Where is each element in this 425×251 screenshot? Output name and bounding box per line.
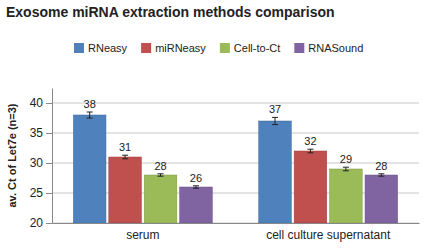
- error-bar: [158, 174, 164, 176]
- x-axis-line: [53, 223, 420, 224]
- data-labels: 38 37 31 32 28 29 26 28: [84, 98, 388, 184]
- legend-label: Cell-to-Ct: [234, 42, 280, 54]
- legend-label: RNASound: [308, 42, 363, 54]
- bar: [330, 169, 363, 223]
- bar: [294, 151, 327, 223]
- plot-area: [73, 112, 397, 223]
- y-tick-label: 40: [30, 96, 44, 110]
- grid: [52, 103, 419, 223]
- error-bar: [378, 174, 384, 176]
- error-bar: [193, 186, 199, 188]
- data-label: 29: [340, 153, 352, 165]
- x-tick: cell culture supernatant: [266, 223, 391, 242]
- legend-swatch: [141, 43, 151, 53]
- data-label: 32: [304, 135, 316, 147]
- chart: Exosome miRNA extraction methods compari…: [0, 0, 425, 251]
- x-tick-label: cell culture supernatant: [266, 228, 391, 242]
- y-tick: 25: [30, 186, 52, 200]
- y-tick-mark: [46, 103, 52, 104]
- y-tick-label: 20: [30, 216, 44, 230]
- y-tick-mark: [46, 193, 52, 194]
- y-axis-title: av. Ct of Let7e (n=3): [6, 103, 18, 207]
- error-bar: [122, 155, 128, 159]
- error-bar: [307, 149, 313, 153]
- grid-line: [52, 163, 419, 164]
- y-tick-mark: [46, 163, 52, 164]
- error-bar: [343, 167, 349, 171]
- bar: [365, 175, 398, 223]
- grid-line: [52, 193, 419, 194]
- y-tick-mark: [46, 133, 52, 134]
- legend-swatch: [294, 43, 304, 53]
- data-label: 26: [190, 172, 202, 184]
- legend-label: RNeasy: [88, 42, 128, 54]
- bar: [144, 175, 177, 223]
- data-label: 28: [154, 160, 166, 172]
- grid-line: [52, 133, 419, 134]
- y-tick-label: 30: [30, 156, 44, 170]
- data-label: 28: [375, 160, 387, 172]
- legend: RNeasy miRNeasy Cell-to-Ct RNASound: [74, 42, 363, 54]
- y-tick-label: 35: [30, 126, 44, 140]
- error-bar: [87, 112, 93, 118]
- y-tick-label: 25: [30, 186, 44, 200]
- y-tick-mark: [46, 223, 52, 224]
- y-tick: 20: [30, 216, 52, 230]
- data-label: 37: [269, 103, 281, 115]
- y-tick: 40: [30, 96, 52, 110]
- title: Exosome miRNA extraction methods compari…: [6, 4, 335, 20]
- grid-line: [52, 223, 419, 224]
- error-bar: [272, 117, 278, 124]
- x-tick: serum: [126, 223, 159, 242]
- legend-swatch: [220, 43, 230, 53]
- y-axis-line: [52, 89, 53, 224]
- legend-label: miRNeasy: [155, 42, 206, 54]
- legend-swatch: [74, 43, 84, 53]
- grid-line: [52, 103, 419, 104]
- bar: [109, 157, 142, 223]
- x-axis: serum cell culture supernatant: [53, 223, 420, 242]
- data-label: 38: [84, 98, 96, 110]
- bar: [180, 187, 213, 223]
- data-label: 31: [119, 141, 131, 153]
- bar: [73, 115, 106, 223]
- y-axis: 20 25 30 35 40: [30, 89, 53, 231]
- x-tick-label: serum: [126, 228, 159, 242]
- y-tick: 30: [30, 156, 52, 170]
- bar: [259, 121, 292, 223]
- y-tick: 35: [30, 126, 52, 140]
